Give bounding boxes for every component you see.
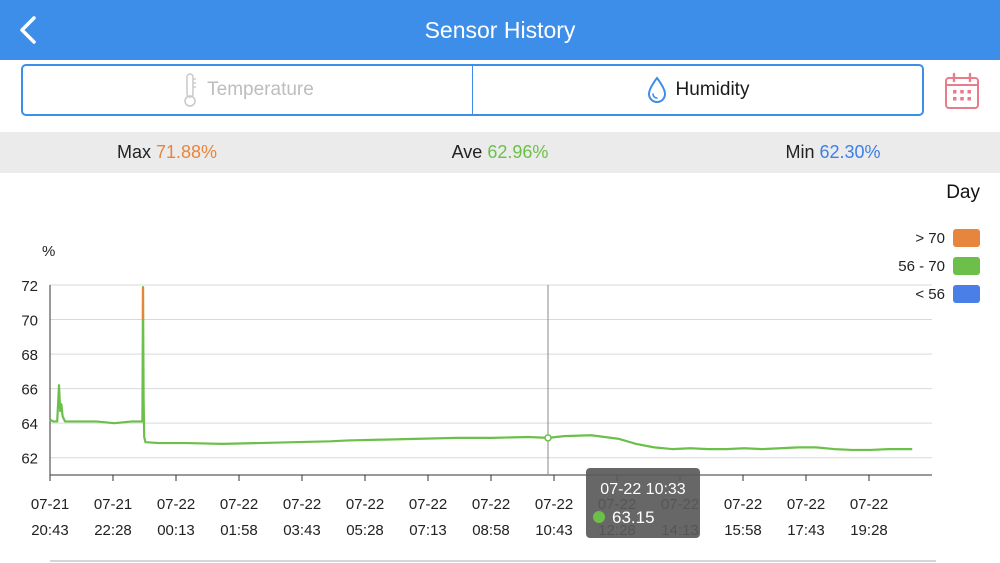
- x-tick-time: 00:13: [157, 522, 195, 539]
- x-tick-time: 22:28: [94, 522, 132, 539]
- stat-min: Min 62.30%: [785, 132, 880, 173]
- tooltip-time: 07-22 10:33: [600, 481, 686, 498]
- thermometer-icon: [184, 73, 197, 107]
- period-selector[interactable]: Day: [946, 182, 980, 203]
- x-tick-time: 20:43: [31, 522, 69, 539]
- chevron-left-icon: [20, 16, 36, 44]
- tab-humidity-label: Humidity: [675, 79, 750, 100]
- y-tick-label: 68: [21, 347, 38, 364]
- y-tick-label: 62: [21, 451, 38, 468]
- legend-label-low: < 56: [915, 285, 945, 303]
- x-tick-date: 07-21: [94, 496, 132, 513]
- cursor-point: [544, 434, 552, 442]
- x-tick-date: 07-22: [724, 496, 762, 513]
- sensor-type-selector: Temperature Humidity: [21, 64, 924, 116]
- page-title: Sensor History: [424, 17, 576, 43]
- y-tick-label: 70: [21, 313, 38, 330]
- x-tick-date: 07-22: [409, 496, 447, 513]
- stat-average: Ave 62.96%: [452, 132, 549, 173]
- x-tick-time: 01:58: [220, 522, 258, 539]
- calendar-icon: [945, 72, 979, 109]
- tooltip-value: 63.15: [612, 508, 655, 527]
- humidity-chart[interactable]: 62 64 66 68 70 72% 07-21 20:43 07-21 22:28 07-22 00…: [0, 200, 1000, 555]
- back-button[interactable]: [8, 10, 48, 50]
- x-tick-date: 07-22: [220, 496, 258, 513]
- x-tick-time: 15:58: [724, 522, 762, 539]
- x-tick-date: 07-22: [283, 496, 321, 513]
- x-tick-date: 07-22: [850, 496, 888, 513]
- stat-min-label: Min: [785, 142, 815, 162]
- legend-label-normal: 56 - 70: [898, 257, 945, 275]
- stat-average-value: 62.96%: [487, 142, 549, 162]
- x-tick-date: 07-22: [535, 496, 573, 513]
- legend-item-normal: 56 - 70: [898, 257, 980, 275]
- chart-scrollbar[interactable]: [50, 560, 936, 562]
- x-tick-date: 07-22: [787, 496, 825, 513]
- y-tick-label: 64: [21, 416, 38, 433]
- y-axis-label: %: [42, 243, 55, 260]
- stat-max-label: Max: [116, 142, 151, 162]
- x-tick-date: 07-22: [472, 496, 510, 513]
- x-tick-date: 07-22: [157, 496, 195, 513]
- x-tick-date: 07-21: [31, 496, 69, 513]
- stats-bar: Max 71.88% Ave 62.96% Min 62.30%: [0, 132, 1000, 173]
- stat-min-value: 62.30%: [819, 142, 881, 162]
- legend-swatch-low: [953, 285, 980, 303]
- legend-label-high: > 70: [915, 229, 945, 247]
- x-tick-time: 07:13: [409, 522, 447, 539]
- x-tick-time: 08:58: [472, 522, 510, 539]
- y-tick-label: 72: [21, 278, 38, 295]
- nav-bar: Sensor History: [0, 0, 1000, 60]
- stat-max: Max 71.88%: [117, 132, 217, 173]
- humidity-series-line: [49, 285, 913, 452]
- tooltip-series-dot: [593, 511, 605, 523]
- tab-temperature-label: Temperature: [207, 79, 314, 100]
- legend-item-high: > 70: [915, 229, 980, 247]
- x-tick-time: 10:43: [535, 522, 573, 539]
- legend-swatch-normal: [953, 257, 980, 275]
- x-tick-date: 07-22: [346, 496, 384, 513]
- x-tick-time: 19:28: [850, 522, 888, 539]
- stat-average-label: Ave: [451, 142, 483, 162]
- legend-swatch-high: [953, 229, 980, 247]
- calendar-button[interactable]: [944, 72, 980, 110]
- x-tick-time: 03:43: [283, 522, 321, 539]
- stat-max-value: 71.88%: [155, 142, 218, 162]
- x-tick-time: 05:28: [346, 522, 384, 539]
- tooltip-box: [586, 468, 700, 538]
- legend-item-low: < 56: [915, 285, 980, 303]
- x-tick-time: 17:43: [787, 522, 825, 539]
- water-drop-icon: [647, 76, 666, 103]
- tab-humidity[interactable]: Humidity: [472, 66, 922, 114]
- y-tick-label: 66: [21, 382, 38, 399]
- tab-temperature[interactable]: Temperature: [23, 66, 472, 114]
